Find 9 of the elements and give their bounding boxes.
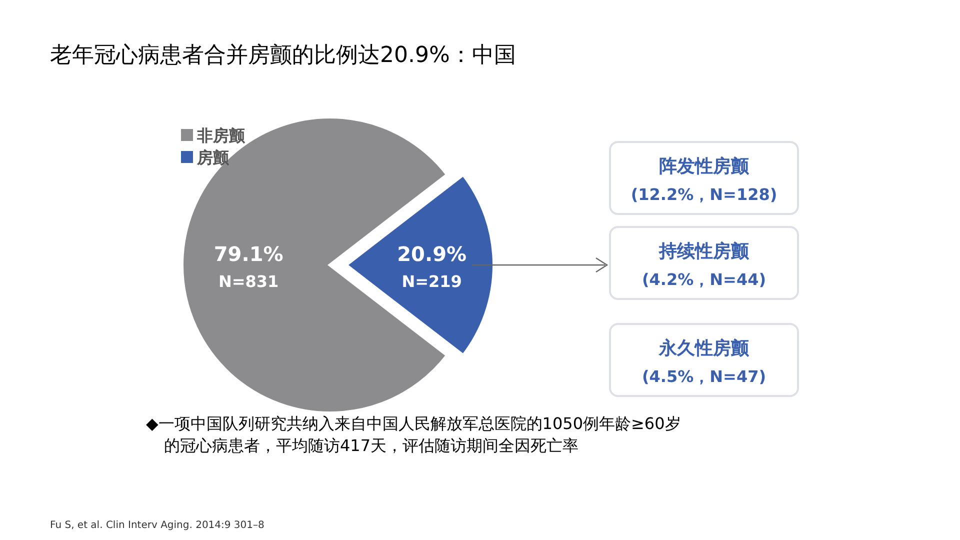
- chart-title: 老年冠心病患者合并房颤的比例达20.9%：中国: [50, 43, 516, 68]
- data-label: 20.9%: [397, 242, 467, 266]
- text: N=219: [402, 272, 462, 291]
- text: ◆一项中国队列研究共纳入来自中国人民解放军总医院的1050例年龄≥60岁的冠心病患者，平均随访417天，评估随访期间全因死亡率: [146, 414, 681, 455]
- text: N=831: [218, 272, 279, 291]
- legend-label: 非房颤: [196, 126, 246, 145]
- text: Fu S, et al. Clin Interv Aging. 2014:9 301–8: [50, 520, 264, 531]
- legend-label: 房颤: [196, 148, 230, 167]
- data-label: 79.1%: [214, 242, 284, 266]
